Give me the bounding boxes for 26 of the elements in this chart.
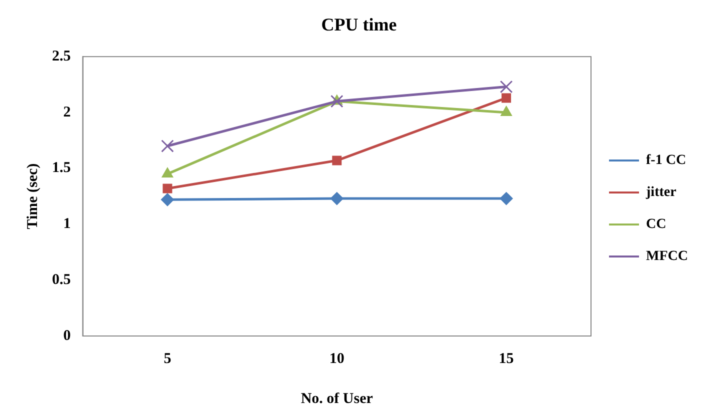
- point: [500, 106, 512, 116]
- legend-label: f-1 CC: [646, 153, 686, 168]
- point: [502, 93, 512, 103]
- point: [332, 156, 342, 166]
- y-tick-label: 0.5: [52, 272, 71, 288]
- legend-label: CC: [646, 217, 666, 232]
- y-tick-label: 2.5: [52, 48, 71, 64]
- y-tick-label: 1: [63, 216, 71, 232]
- y-axis-title: Time (sec): [24, 163, 41, 230]
- x-axis-title: No. of User: [300, 390, 374, 407]
- y-tick-label: 0: [63, 328, 71, 344]
- point: [160, 193, 174, 206]
- point: [500, 192, 513, 206]
- point: [330, 192, 344, 206]
- point: [500, 80, 513, 94]
- point: [330, 94, 344, 108]
- x-tick-label: 10: [329, 350, 344, 367]
- y-tick-label: 2: [63, 104, 71, 120]
- chart-title: CPU time: [321, 14, 397, 34]
- legend-label: MFCC: [646, 249, 688, 264]
- y-tick-label: 1.5: [52, 160, 71, 176]
- x-tick-label: 5: [164, 350, 172, 367]
- point: [162, 184, 172, 194]
- x-tick-label: 15: [498, 350, 514, 367]
- point: [161, 140, 174, 152]
- legend-label: jitter: [645, 185, 676, 200]
